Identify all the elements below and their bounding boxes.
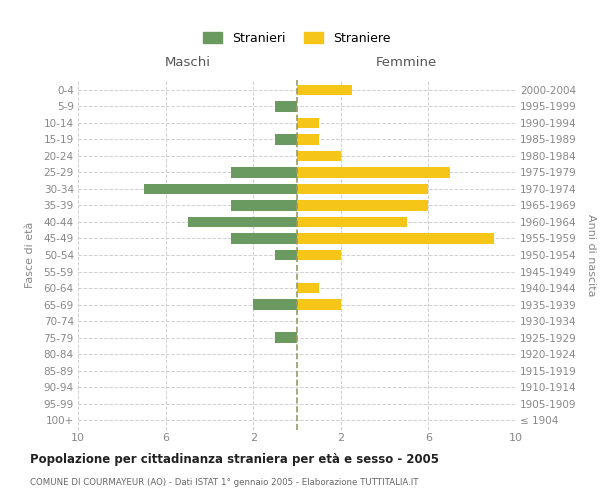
Legend: Stranieri, Straniere: Stranieri, Straniere: [199, 26, 395, 50]
Bar: [297, 134, 319, 145]
Bar: [297, 200, 428, 211]
Bar: [232, 200, 297, 211]
Bar: [297, 167, 451, 178]
Bar: [232, 233, 297, 244]
Bar: [297, 150, 341, 162]
Bar: [275, 332, 297, 343]
Bar: [275, 250, 297, 260]
Text: COMUNE DI COURMAYEUR (AO) - Dati ISTAT 1° gennaio 2005 - Elaborazione TUTTITALIA: COMUNE DI COURMAYEUR (AO) - Dati ISTAT 1…: [30, 478, 419, 487]
Bar: [297, 184, 428, 194]
Bar: [297, 299, 341, 310]
Text: Femmine: Femmine: [376, 56, 437, 70]
Bar: [297, 250, 341, 260]
Bar: [297, 282, 319, 294]
Bar: [232, 167, 297, 178]
Bar: [297, 118, 319, 128]
Y-axis label: Anni di nascita: Anni di nascita: [586, 214, 596, 296]
Bar: [275, 134, 297, 145]
Bar: [253, 299, 297, 310]
Bar: [297, 233, 494, 244]
Bar: [188, 216, 297, 228]
Text: Popolazione per cittadinanza straniera per età e sesso - 2005: Popolazione per cittadinanza straniera p…: [30, 452, 439, 466]
Y-axis label: Fasce di età: Fasce di età: [25, 222, 35, 288]
Bar: [275, 101, 297, 112]
Bar: [144, 184, 297, 194]
Bar: [297, 216, 407, 228]
Bar: [297, 84, 352, 96]
Text: Maschi: Maschi: [164, 56, 211, 70]
